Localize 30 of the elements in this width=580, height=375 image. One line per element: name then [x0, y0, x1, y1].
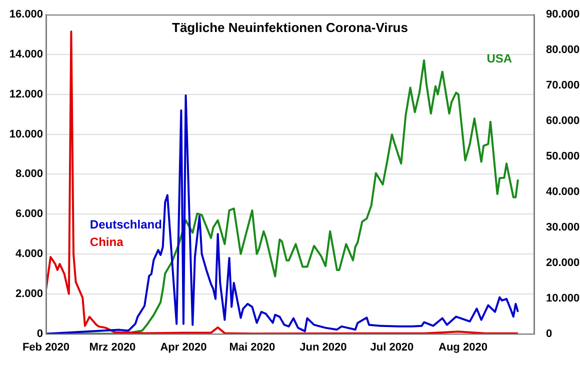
series-label: China — [90, 235, 124, 250]
y-tick-label: 10.000 — [9, 128, 43, 140]
x-tick-label: Jul 2020 — [370, 341, 414, 354]
x-tick-label: Jun 2020 — [300, 341, 347, 354]
y2-tick-label: 10.000 — [546, 292, 580, 304]
y-tick-label: 14.000 — [9, 48, 43, 61]
y2-tick-label: 40.000 — [546, 186, 580, 198]
text: Tägliche Neuinfektionen Corona-Virus — [172, 20, 408, 36]
y-tick-label: 16.000 — [9, 8, 43, 21]
x-tick-label: Aug 2020 — [438, 341, 488, 354]
y-tick-label: 4.000 — [15, 248, 43, 260]
y2-tick-label: 0 — [546, 328, 552, 340]
y2-tick-label: 30.000 — [546, 221, 580, 234]
y2-tick-label: 50.000 — [546, 150, 580, 162]
x-tick-label: Mai 2020 — [229, 341, 276, 354]
x-tick-label: Mrz 2020 — [89, 341, 136, 354]
y-tick-label: 2.000 — [15, 288, 43, 300]
y-tick-label: 6.000 — [15, 208, 43, 220]
y2-tick-label: 60.000 — [546, 115, 580, 128]
text: USA — [486, 52, 512, 66]
y2-tick-label: 20.000 — [546, 256, 580, 269]
series-label: Deutschland — [90, 218, 162, 232]
y-tick-label: 12.000 — [9, 88, 43, 100]
y-tick-label: 8.000 — [15, 168, 43, 180]
y2-tick-label: 90.000 — [546, 8, 580, 21]
y2-tick-label: 70.000 — [546, 80, 580, 92]
x-tick-label: Feb 2020 — [22, 341, 70, 354]
y-tick-label: 0 — [36, 328, 43, 340]
x-tick-label: Apr 2020 — [160, 341, 207, 354]
y2-tick-label: 80.000 — [546, 44, 580, 56]
